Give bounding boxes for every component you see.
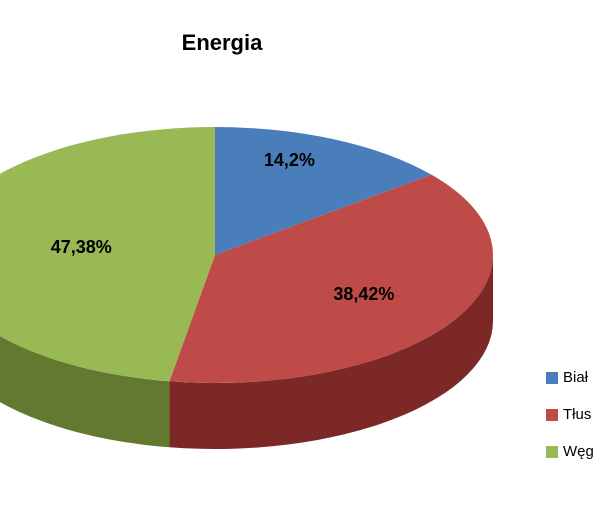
legend-swatch (546, 409, 558, 421)
slice-side (169, 255, 494, 449)
value-label: 47,38% (51, 237, 112, 257)
slice-side (0, 336, 170, 448)
legend-label: Węg (563, 443, 594, 460)
slice (0, 127, 215, 382)
legend-swatch (546, 446, 558, 458)
legend-swatch (546, 372, 558, 384)
chart-title: Energia (182, 30, 263, 55)
legend-label: Biał (563, 369, 589, 386)
slice (169, 174, 494, 383)
value-label: 38,42% (333, 284, 394, 304)
legend-label: Tłus (563, 406, 591, 423)
slice (215, 127, 432, 255)
value-label: 14,2% (264, 150, 315, 170)
